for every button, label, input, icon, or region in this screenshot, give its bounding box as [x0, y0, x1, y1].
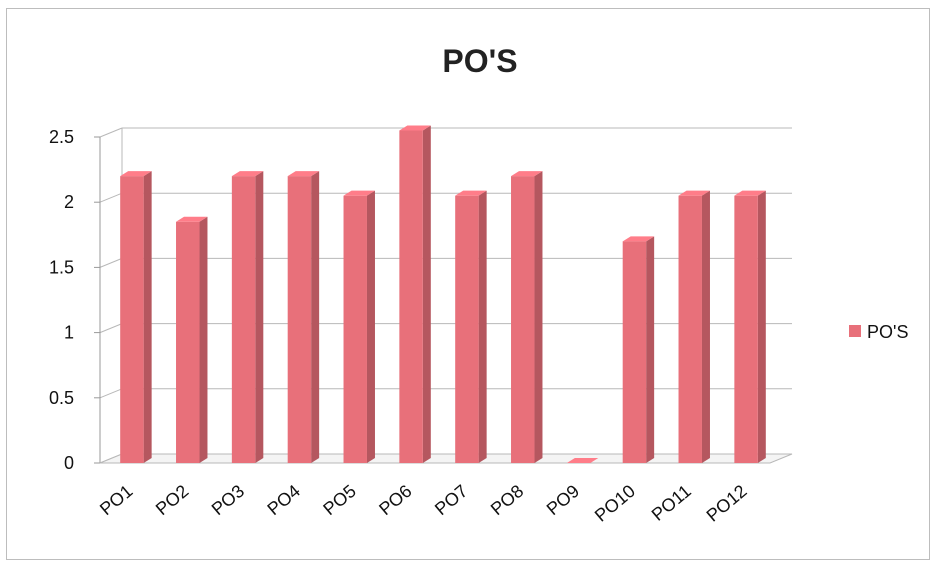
bar-side: [478, 190, 487, 463]
bar-side: [701, 190, 710, 463]
x-tick-label: PO10: [591, 481, 639, 526]
chart-floor: [99, 453, 793, 464]
bar: [455, 190, 487, 463]
bar-top: [343, 190, 375, 196]
y-tick-label: 2.5: [49, 127, 74, 147]
bar-front: [678, 195, 702, 463]
bar-side: [366, 190, 375, 463]
bar-top: [399, 125, 431, 131]
bar-front: [176, 221, 200, 463]
y-tick-label: 0.5: [49, 388, 74, 408]
x-tick-label: PO3: [208, 481, 248, 519]
bar-top: [120, 171, 152, 177]
bar: [678, 190, 710, 463]
bar: [399, 125, 431, 464]
bar-front: [399, 130, 423, 464]
x-tick-label: PO11: [648, 481, 695, 525]
bar-top: [176, 216, 208, 222]
bar-top: [455, 190, 487, 196]
bar: [343, 190, 375, 463]
bar: [622, 236, 655, 463]
bar: [511, 171, 543, 463]
bar-front: [343, 195, 367, 463]
bar-top: [566, 458, 599, 463]
gridline-side: [99, 388, 123, 399]
bar-front: [455, 195, 479, 463]
bar-side: [646, 236, 655, 463]
chart-title: PO'S: [442, 43, 517, 79]
bar-top: [734, 190, 766, 196]
bar-top: [678, 190, 710, 196]
bar-front: [511, 176, 535, 463]
legend-swatch: [849, 325, 861, 337]
legend: PO'S: [849, 322, 908, 342]
x-tick-label: PO7: [431, 481, 471, 519]
bar: [287, 171, 320, 463]
gridline-side: [99, 127, 123, 138]
gridline-side: [99, 323, 123, 334]
bar-top: [622, 236, 655, 242]
x-tick-label: PO1: [96, 481, 136, 519]
bar: [231, 171, 264, 463]
x-tick-label: PO12: [703, 481, 751, 526]
bar-top: [287, 171, 320, 177]
bars: [120, 125, 766, 464]
bar-side: [757, 190, 766, 463]
gridline-side: [99, 257, 123, 268]
bar-side: [311, 171, 320, 463]
axes: [94, 128, 793, 464]
x-tick-label: PO9: [543, 481, 583, 519]
x-tick-label: PO2: [152, 481, 192, 519]
bar: [120, 171, 152, 463]
bar-side: [534, 171, 543, 463]
y-tick-label: 1: [64, 323, 74, 343]
legend-label: PO'S: [867, 322, 908, 342]
bar-front: [622, 241, 647, 463]
x-tick-label: PO5: [319, 481, 359, 519]
y-tick-label: 1.5: [49, 257, 74, 277]
y-tick-label: 0: [64, 453, 74, 473]
bar-side: [422, 125, 431, 463]
gridline-side: [99, 192, 123, 203]
y-tick-label: 2: [64, 192, 74, 212]
bar-side: [143, 171, 152, 463]
x-axis-ticks: PO1 PO2 PO3 PO4 PO5 PO6 PO7 PO8 PO9 PO10 PO11 PO12: [96, 481, 751, 526]
bar-front: [734, 195, 758, 463]
bar: [176, 216, 208, 463]
bar: [566, 458, 599, 463]
x-tick-label: PO4: [264, 481, 304, 519]
bar-top: [511, 171, 543, 177]
bar-front: [287, 176, 312, 463]
bar-side: [255, 171, 264, 463]
bar-side: [199, 216, 208, 463]
bar-front: [120, 176, 144, 463]
bar-top: [231, 171, 264, 177]
bar: [734, 190, 766, 463]
y-axis-ticks: 0 0.5 1 1.5 2 2.5: [49, 127, 74, 473]
bar-front: [231, 176, 256, 463]
x-tick-label: PO8: [487, 481, 527, 519]
x-tick-label: PO6: [375, 481, 415, 519]
